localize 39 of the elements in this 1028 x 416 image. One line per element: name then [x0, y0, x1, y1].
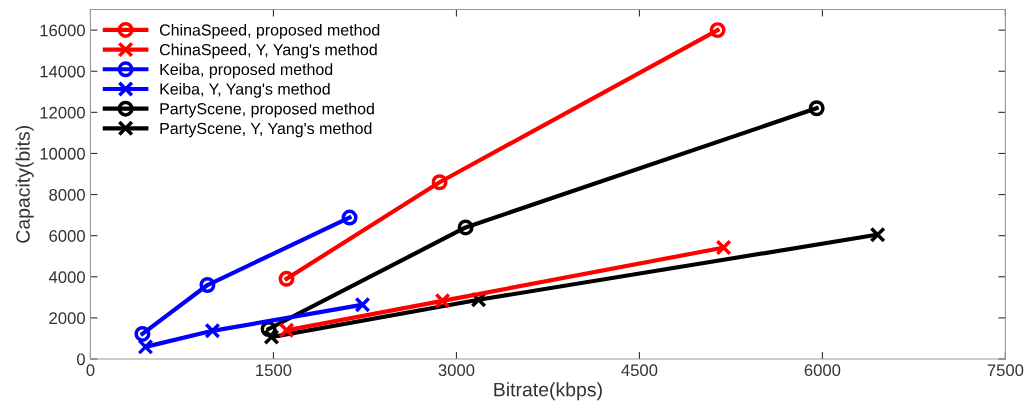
- point: [709, 22, 726, 39]
- legend-label: PartyScene, proposed method: [160, 102, 374, 118]
- point: [278, 270, 295, 287]
- legend-label: Keiba, proposed method: [160, 63, 333, 79]
- y-tick-label: 14000: [40, 65, 85, 78]
- x-axis-title: Bitrate(kbps): [494, 382, 602, 401]
- point: [204, 322, 221, 339]
- y-tick-label: 0: [76, 353, 85, 366]
- legend-label: ChinaSpeed, proposed method: [159, 23, 380, 39]
- x-tick-label: 0: [86, 364, 95, 377]
- x-tick-label: 4500: [621, 364, 658, 377]
- y-tick-label: 6000: [49, 230, 85, 242]
- y-tick-label: 16000: [40, 24, 85, 37]
- point: [457, 219, 474, 236]
- y-tick-label: 10000: [40, 147, 85, 160]
- legend-label: Keiba, Y, Yang's method: [160, 82, 330, 98]
- x-tick-label: 1500: [256, 364, 292, 377]
- y-tick-label: 8000: [49, 188, 85, 201]
- point: [869, 226, 886, 243]
- point: [354, 296, 371, 313]
- y-tick-label: 2000: [49, 312, 85, 325]
- x-tick-label: 7500: [987, 364, 1024, 377]
- x-tick-label: 3000: [438, 364, 475, 377]
- point: [434, 292, 451, 309]
- y-tick-label: 12000: [40, 106, 85, 119]
- legend-label: PartyScene, Y, Yang's method: [160, 122, 372, 138]
- y-axis-title: Capacity(bits): [15, 126, 34, 243]
- point: [341, 209, 358, 226]
- x-tick-label: 6000: [804, 364, 841, 377]
- legend-label: ChinaSpeed, Y, Yang's method: [159, 43, 377, 59]
- point: [263, 329, 280, 345]
- point: [431, 174, 448, 191]
- point: [715, 239, 732, 256]
- point: [278, 322, 295, 339]
- y-tick-label: 4000: [48, 271, 85, 283]
- point: [199, 277, 216, 293]
- point: [134, 325, 151, 342]
- point: [137, 338, 154, 355]
- point: [808, 100, 825, 117]
